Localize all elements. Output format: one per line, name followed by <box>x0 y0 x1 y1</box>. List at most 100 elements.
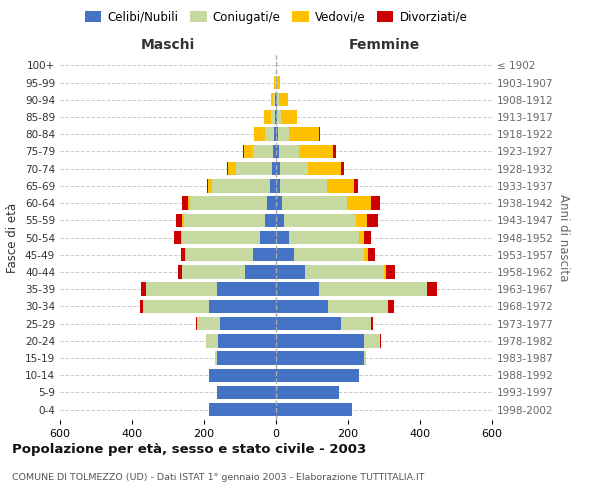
Y-axis label: Fasce di età: Fasce di età <box>7 202 19 272</box>
Y-axis label: Anni di nascita: Anni di nascita <box>557 194 570 281</box>
Bar <box>367 214 377 227</box>
Bar <box>276 368 359 382</box>
Bar <box>264 110 271 124</box>
Bar <box>276 231 289 244</box>
Bar <box>276 110 277 124</box>
Bar <box>275 93 276 106</box>
Bar <box>276 317 341 330</box>
Bar <box>218 334 276 347</box>
Bar <box>181 231 182 244</box>
Bar <box>212 179 269 192</box>
Bar <box>182 214 184 227</box>
Bar <box>184 214 265 227</box>
Legend: Celibi/Nubili, Coniugati/e, Vedovi/e, Divorziati/e: Celibi/Nubili, Coniugati/e, Vedovi/e, Di… <box>80 6 472 28</box>
Bar <box>276 265 305 278</box>
Bar <box>276 144 279 158</box>
Bar <box>236 162 272 175</box>
Bar <box>328 300 388 313</box>
Bar <box>254 128 265 141</box>
Bar <box>341 317 371 330</box>
Bar <box>269 179 276 192</box>
Bar <box>276 403 352 416</box>
Bar <box>227 162 229 175</box>
Bar <box>182 265 245 278</box>
Bar <box>242 144 244 158</box>
Bar <box>275 76 276 90</box>
Bar <box>364 352 366 364</box>
Bar <box>354 179 358 192</box>
Bar <box>276 300 328 313</box>
Bar <box>265 214 276 227</box>
Bar <box>278 128 289 141</box>
Bar <box>229 162 236 175</box>
Bar <box>276 93 277 106</box>
Bar <box>280 162 308 175</box>
Bar <box>182 196 188 210</box>
Bar <box>364 248 368 262</box>
Bar <box>206 179 208 192</box>
Bar <box>276 162 280 175</box>
Bar <box>276 386 339 399</box>
Bar <box>182 231 260 244</box>
Bar <box>208 179 212 192</box>
Bar <box>217 352 276 364</box>
Bar <box>277 76 280 90</box>
Bar <box>253 144 273 158</box>
Text: Femmine: Femmine <box>349 38 419 52</box>
Bar <box>356 214 367 227</box>
Bar <box>299 144 333 158</box>
Bar <box>196 317 197 330</box>
Bar <box>359 231 364 244</box>
Bar <box>188 196 190 210</box>
Bar <box>276 179 280 192</box>
Bar <box>274 128 276 141</box>
Bar <box>271 110 275 124</box>
Bar <box>427 282 437 296</box>
Bar <box>276 196 283 210</box>
Bar <box>333 144 336 158</box>
Bar <box>283 196 347 210</box>
Bar <box>284 214 356 227</box>
Bar <box>364 334 380 347</box>
Bar <box>380 334 381 347</box>
Bar <box>289 231 359 244</box>
Bar <box>178 265 182 278</box>
Bar <box>368 248 375 262</box>
Bar <box>327 179 354 192</box>
Bar <box>209 368 276 382</box>
Bar <box>271 93 274 106</box>
Bar <box>244 144 253 158</box>
Bar <box>294 248 364 262</box>
Bar <box>371 317 373 330</box>
Text: Maschi: Maschi <box>141 38 195 52</box>
Bar <box>217 386 276 399</box>
Bar <box>341 162 344 175</box>
Bar <box>276 282 319 296</box>
Bar <box>272 162 276 175</box>
Bar <box>206 334 218 347</box>
Bar <box>260 231 276 244</box>
Bar <box>275 110 276 124</box>
Bar <box>280 179 327 192</box>
Bar <box>319 282 427 296</box>
Bar <box>274 93 275 106</box>
Bar <box>277 93 278 106</box>
Bar <box>209 403 276 416</box>
Bar <box>176 214 182 227</box>
Bar <box>209 300 276 313</box>
Text: Popolazione per età, sesso e stato civile - 2003: Popolazione per età, sesso e stato civil… <box>12 442 366 456</box>
Bar <box>276 248 294 262</box>
Bar <box>174 231 181 244</box>
Bar <box>253 248 276 262</box>
Bar <box>267 196 276 210</box>
Bar <box>279 144 299 158</box>
Bar <box>220 317 276 330</box>
Bar <box>181 248 185 262</box>
Bar <box>143 300 209 313</box>
Bar <box>347 196 371 210</box>
Text: COMUNE DI TOLMEZZO (UD) - Dati ISTAT 1° gennaio 2003 - Elaborazione TUTTITALIA.I: COMUNE DI TOLMEZZO (UD) - Dati ISTAT 1° … <box>12 472 425 482</box>
Bar <box>371 196 380 210</box>
Bar <box>140 300 143 313</box>
Bar <box>141 282 146 296</box>
Bar <box>276 128 278 141</box>
